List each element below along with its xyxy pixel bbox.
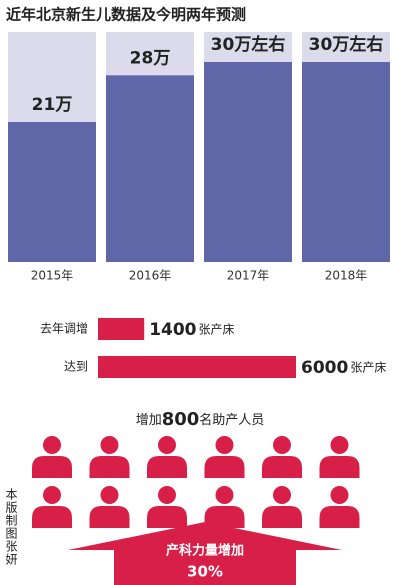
person-body — [262, 506, 302, 528]
value-label: 28万 — [130, 48, 171, 68]
x-tick-label: 2016年 — [129, 269, 172, 283]
row-label: 去年调增 — [40, 322, 88, 336]
credit: 本版制图张妍 — [4, 488, 18, 566]
person-head — [273, 486, 291, 504]
person-body — [32, 506, 72, 528]
staff-text: 增加800名助产人员 — [136, 409, 265, 430]
person-head — [273, 436, 291, 454]
person-body — [204, 506, 245, 528]
value-label: 21万 — [32, 95, 73, 115]
chart-title: 近年北京新生儿数据及今明两年预测 — [6, 6, 246, 24]
person-body — [147, 456, 187, 478]
person-body — [89, 506, 130, 528]
credit-role: 本版制图 — [4, 488, 18, 540]
value-label: 30万左右 — [211, 34, 286, 55]
bar — [98, 356, 296, 378]
person-head — [215, 486, 234, 504]
person-head — [158, 486, 176, 504]
person-body — [204, 456, 245, 478]
staff-prefix: 增加 — [136, 413, 162, 428]
arrow-label: 产科力量增加 — [166, 543, 244, 559]
growth-arrow — [68, 522, 342, 585]
person-body — [147, 506, 187, 528]
x-tick-label: 2015年 — [31, 269, 74, 283]
person-head — [43, 436, 61, 454]
person-head — [330, 486, 349, 504]
bar — [98, 318, 145, 340]
bar — [106, 75, 194, 262]
row-label: 达到 — [64, 360, 88, 374]
person-head — [330, 436, 349, 454]
unit-label: 张产床 — [350, 361, 386, 375]
arrow-value: 30% — [187, 563, 223, 581]
person-body — [319, 456, 360, 478]
x-tick-label: 2018年 — [325, 269, 368, 283]
person-head — [43, 486, 61, 504]
person-head — [100, 436, 119, 454]
x-tick-label: 2017年 — [227, 269, 270, 283]
person-body — [32, 456, 72, 478]
person-body — [262, 456, 302, 478]
value-label: 30万左右 — [309, 34, 384, 55]
bar — [302, 62, 390, 262]
bar — [204, 62, 292, 262]
credit-author: 张妍 — [4, 540, 18, 566]
person-body — [319, 506, 360, 528]
value-label: 6000 — [301, 358, 348, 378]
person-head — [215, 436, 234, 454]
person-head — [100, 486, 119, 504]
person-head — [158, 436, 176, 454]
bar — [8, 122, 96, 262]
staff-value: 800 — [162, 409, 200, 430]
value-label: 1400 — [149, 320, 196, 340]
unit-label: 张产床 — [199, 323, 235, 337]
staff-suffix: 名助产人员 — [199, 412, 264, 428]
person-body — [89, 456, 130, 478]
